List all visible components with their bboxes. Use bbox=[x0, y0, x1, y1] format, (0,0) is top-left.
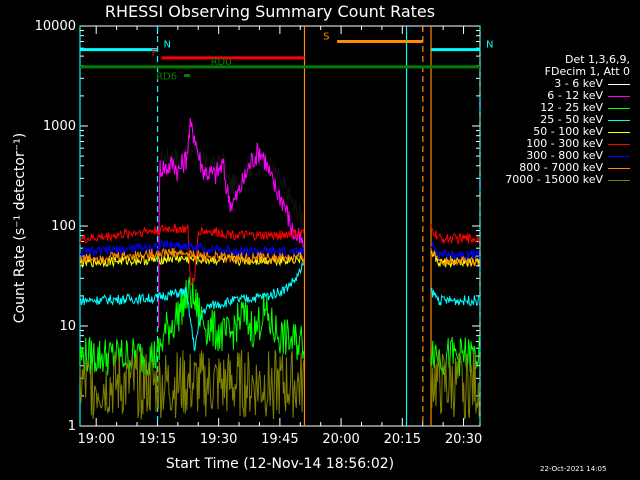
legend-label: 25 - 50 keV bbox=[540, 113, 603, 126]
legend-entry: 300 - 800 keV bbox=[500, 150, 630, 162]
legend-swatch bbox=[608, 131, 630, 133]
annotation-label: N bbox=[486, 40, 493, 51]
legend-label: 6 - 12 keV bbox=[547, 89, 603, 102]
legend-swatch bbox=[608, 107, 630, 109]
legend-entry: 7000 - 15000 keV bbox=[500, 174, 630, 186]
series-line-5 bbox=[430, 224, 480, 246]
legend-entry: 12 - 25 keV bbox=[500, 102, 630, 114]
series-line-2 bbox=[79, 276, 305, 376]
legend-entry: 100 - 300 keV bbox=[500, 138, 630, 150]
chart-legend: Det 1,3,6,9, FDecim 1, Att 0 3 - 6 keV 6 … bbox=[500, 54, 630, 186]
y-tick-label: 10 bbox=[59, 319, 76, 334]
timestamp: 22-Oct-2021 14:05 bbox=[540, 465, 607, 473]
legend-swatch bbox=[608, 155, 630, 157]
legend-swatch bbox=[608, 83, 630, 85]
series-line-8 bbox=[430, 350, 480, 420]
annotation-label: RD0 bbox=[211, 57, 232, 68]
x-tick-label: 19:15 bbox=[139, 432, 176, 447]
legend-swatch bbox=[608, 143, 630, 145]
series-line-7 bbox=[430, 250, 480, 268]
y-axis-label: Count Rate (s⁻¹ detector⁻¹) bbox=[12, 133, 28, 323]
series-line-6 bbox=[79, 239, 305, 258]
x-tick-label: 20:15 bbox=[384, 432, 421, 447]
legend-label: 800 - 7000 keV bbox=[519, 161, 603, 174]
detector-info-line-1: Det 1,3,6,9, bbox=[564, 53, 630, 66]
x-tick-label: 19:45 bbox=[261, 432, 298, 447]
legend-label: 50 - 100 keV bbox=[533, 125, 603, 138]
legend-swatch bbox=[608, 119, 630, 121]
series-line-0 bbox=[157, 140, 304, 306]
legend-entry: 25 - 50 keV bbox=[500, 114, 630, 126]
y-tick-label: 100 bbox=[51, 219, 76, 234]
legend-label: 3 - 6 keV bbox=[554, 77, 603, 90]
annotation-label: N bbox=[164, 40, 171, 51]
x-tick-label: 20:30 bbox=[445, 432, 482, 447]
legend-label: 12 - 25 keV bbox=[540, 101, 603, 114]
annotation-label: RD6 bbox=[156, 71, 177, 82]
y-tick-label: 10000 bbox=[35, 19, 76, 34]
series-line-5 bbox=[79, 223, 305, 286]
y-tick-label: 1 bbox=[68, 419, 76, 434]
legend-label: 100 - 300 keV bbox=[526, 137, 603, 150]
series-line-3 bbox=[430, 287, 480, 307]
series-line-3 bbox=[79, 261, 305, 352]
series-line-8 bbox=[79, 349, 305, 420]
legend-label: 7000 - 15000 keV bbox=[505, 173, 603, 186]
series-line-7 bbox=[79, 247, 305, 265]
x-tick-label: 19:00 bbox=[77, 432, 114, 447]
legend-swatch bbox=[608, 179, 630, 181]
legend-entry: 800 - 7000 keV bbox=[500, 162, 630, 174]
legend-swatch bbox=[608, 167, 630, 169]
x-tick-label: 19:30 bbox=[200, 432, 237, 447]
legend-entry: 50 - 100 keV bbox=[500, 126, 630, 138]
detector-info-line-2: FDecim 1, Att 0 bbox=[544, 65, 630, 78]
series-line-1 bbox=[157, 117, 305, 329]
x-tick-label: 20:00 bbox=[322, 432, 359, 447]
legend-entry: 3 - 6 keV bbox=[500, 78, 630, 90]
annotation-label: S bbox=[323, 31, 329, 42]
legend-swatch bbox=[608, 95, 630, 97]
legend-label: 300 - 800 keV bbox=[526, 149, 603, 162]
series-line-6 bbox=[430, 241, 480, 261]
legend-entry: 6 - 12 keV bbox=[500, 90, 630, 102]
x-axis-label: Start Time (12-Nov-14 18:56:02) bbox=[166, 456, 394, 472]
annotation-label: F bbox=[152, 48, 158, 59]
y-tick-label: 1000 bbox=[43, 119, 76, 134]
series-line-4 bbox=[79, 252, 305, 269]
chart-title: RHESSI Observing Summary Count Rates bbox=[105, 2, 435, 21]
